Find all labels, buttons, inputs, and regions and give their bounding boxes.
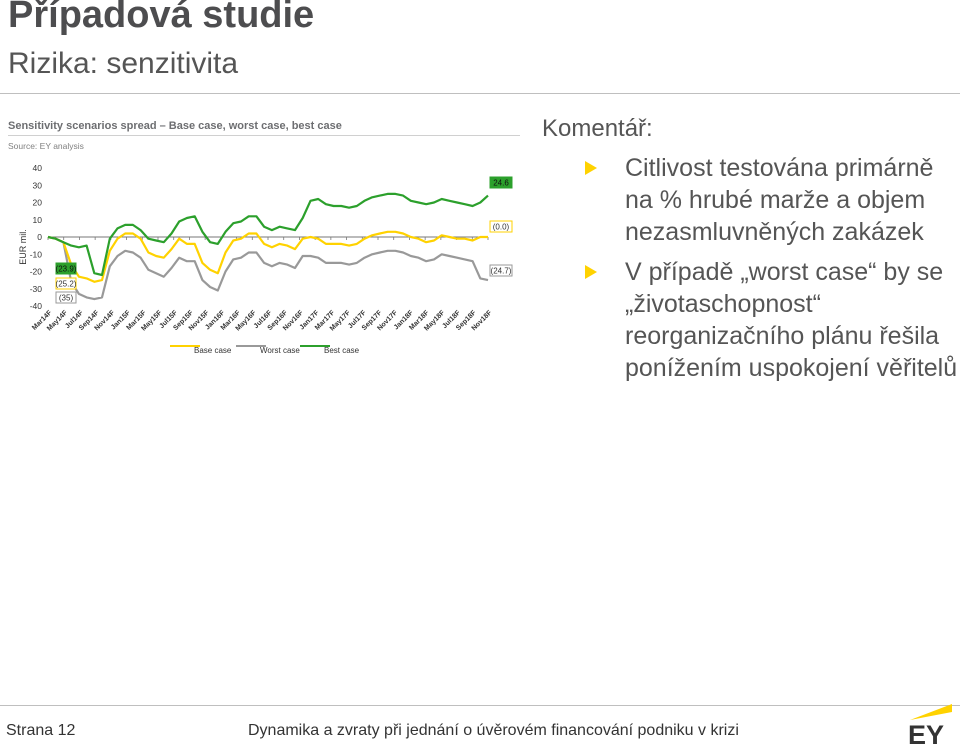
header-divider — [0, 93, 960, 94]
ey-logo-text: EY — [908, 720, 944, 746]
y-axis-label: EUR mil. — [18, 229, 28, 265]
comment-title: Komentář: — [542, 115, 653, 142]
page-number: Strana 12 — [6, 722, 76, 739]
ey-logo-beam — [910, 704, 952, 720]
end-value-label: (0.0) — [493, 223, 510, 232]
start-value-label-box — [55, 262, 77, 275]
page-subtitle: Rizika: senzitivita — [8, 47, 239, 80]
start-value-label-box — [55, 277, 77, 290]
footer-title: Dynamika a zvraty při jednání o úvěrovém… — [248, 722, 739, 739]
legend-label: Best case — [324, 346, 360, 355]
page-title: Případová studie — [8, 0, 315, 36]
ey-logo-icon: EY — [908, 704, 952, 746]
comment-list: Citlivost testována primárně na % hrubé … — [585, 152, 960, 392]
comment-bullet: V případě „worst case“ by se „životascho… — [585, 256, 960, 384]
base-case-line — [47, 230, 488, 283]
start-value-label: (25.2) — [56, 280, 77, 289]
y-tick-label: -30 — [30, 284, 43, 294]
best-case-line — [47, 192, 489, 277]
y-tick-label: 20 — [33, 198, 43, 208]
y-tick-label: 10 — [33, 215, 43, 225]
legend-label: Base case — [194, 346, 232, 355]
comment-bullet-text: Citlivost testována primárně na % hrubé … — [625, 154, 934, 246]
y-tick-label: 40 — [33, 163, 43, 173]
chart-title-divider — [8, 135, 520, 136]
sensitivity-chart: EUR mil. 40 30 20 10 0 -10 -20 -30 -40 24.6 (0.0) (2… — [18, 163, 513, 355]
comment-bullet-text: V případě „worst case“ by se „životascho… — [625, 258, 958, 382]
chart-title: Sensitivity scenarios spread – Base case… — [8, 120, 342, 132]
comment-bullet: Citlivost testována primárně na % hrubé … — [585, 152, 960, 248]
y-tick-label: 30 — [33, 180, 43, 190]
end-value-label-box — [489, 176, 513, 189]
bullet-triangle-icon — [585, 161, 597, 175]
footer-divider — [0, 705, 960, 706]
worst-case-line — [47, 235, 489, 301]
y-tick-label: -20 — [30, 267, 43, 277]
end-value-label-box — [489, 264, 513, 277]
chart-source: Source: EY analysis — [8, 141, 84, 151]
end-value-label: (24.7) — [491, 267, 512, 276]
legend-label: Worst case — [260, 346, 300, 355]
start-value-label-box — [55, 291, 77, 304]
end-value-label: 24.6 — [493, 179, 509, 188]
y-tick-label: 0 — [37, 232, 42, 242]
start-value-label: (35) — [59, 294, 74, 303]
bullet-triangle-icon — [585, 265, 597, 279]
y-tick-label: -10 — [30, 249, 43, 259]
y-tick-label: -40 — [30, 301, 43, 311]
start-value-label: (23.9) — [56, 265, 77, 274]
end-value-label-box — [489, 220, 513, 233]
